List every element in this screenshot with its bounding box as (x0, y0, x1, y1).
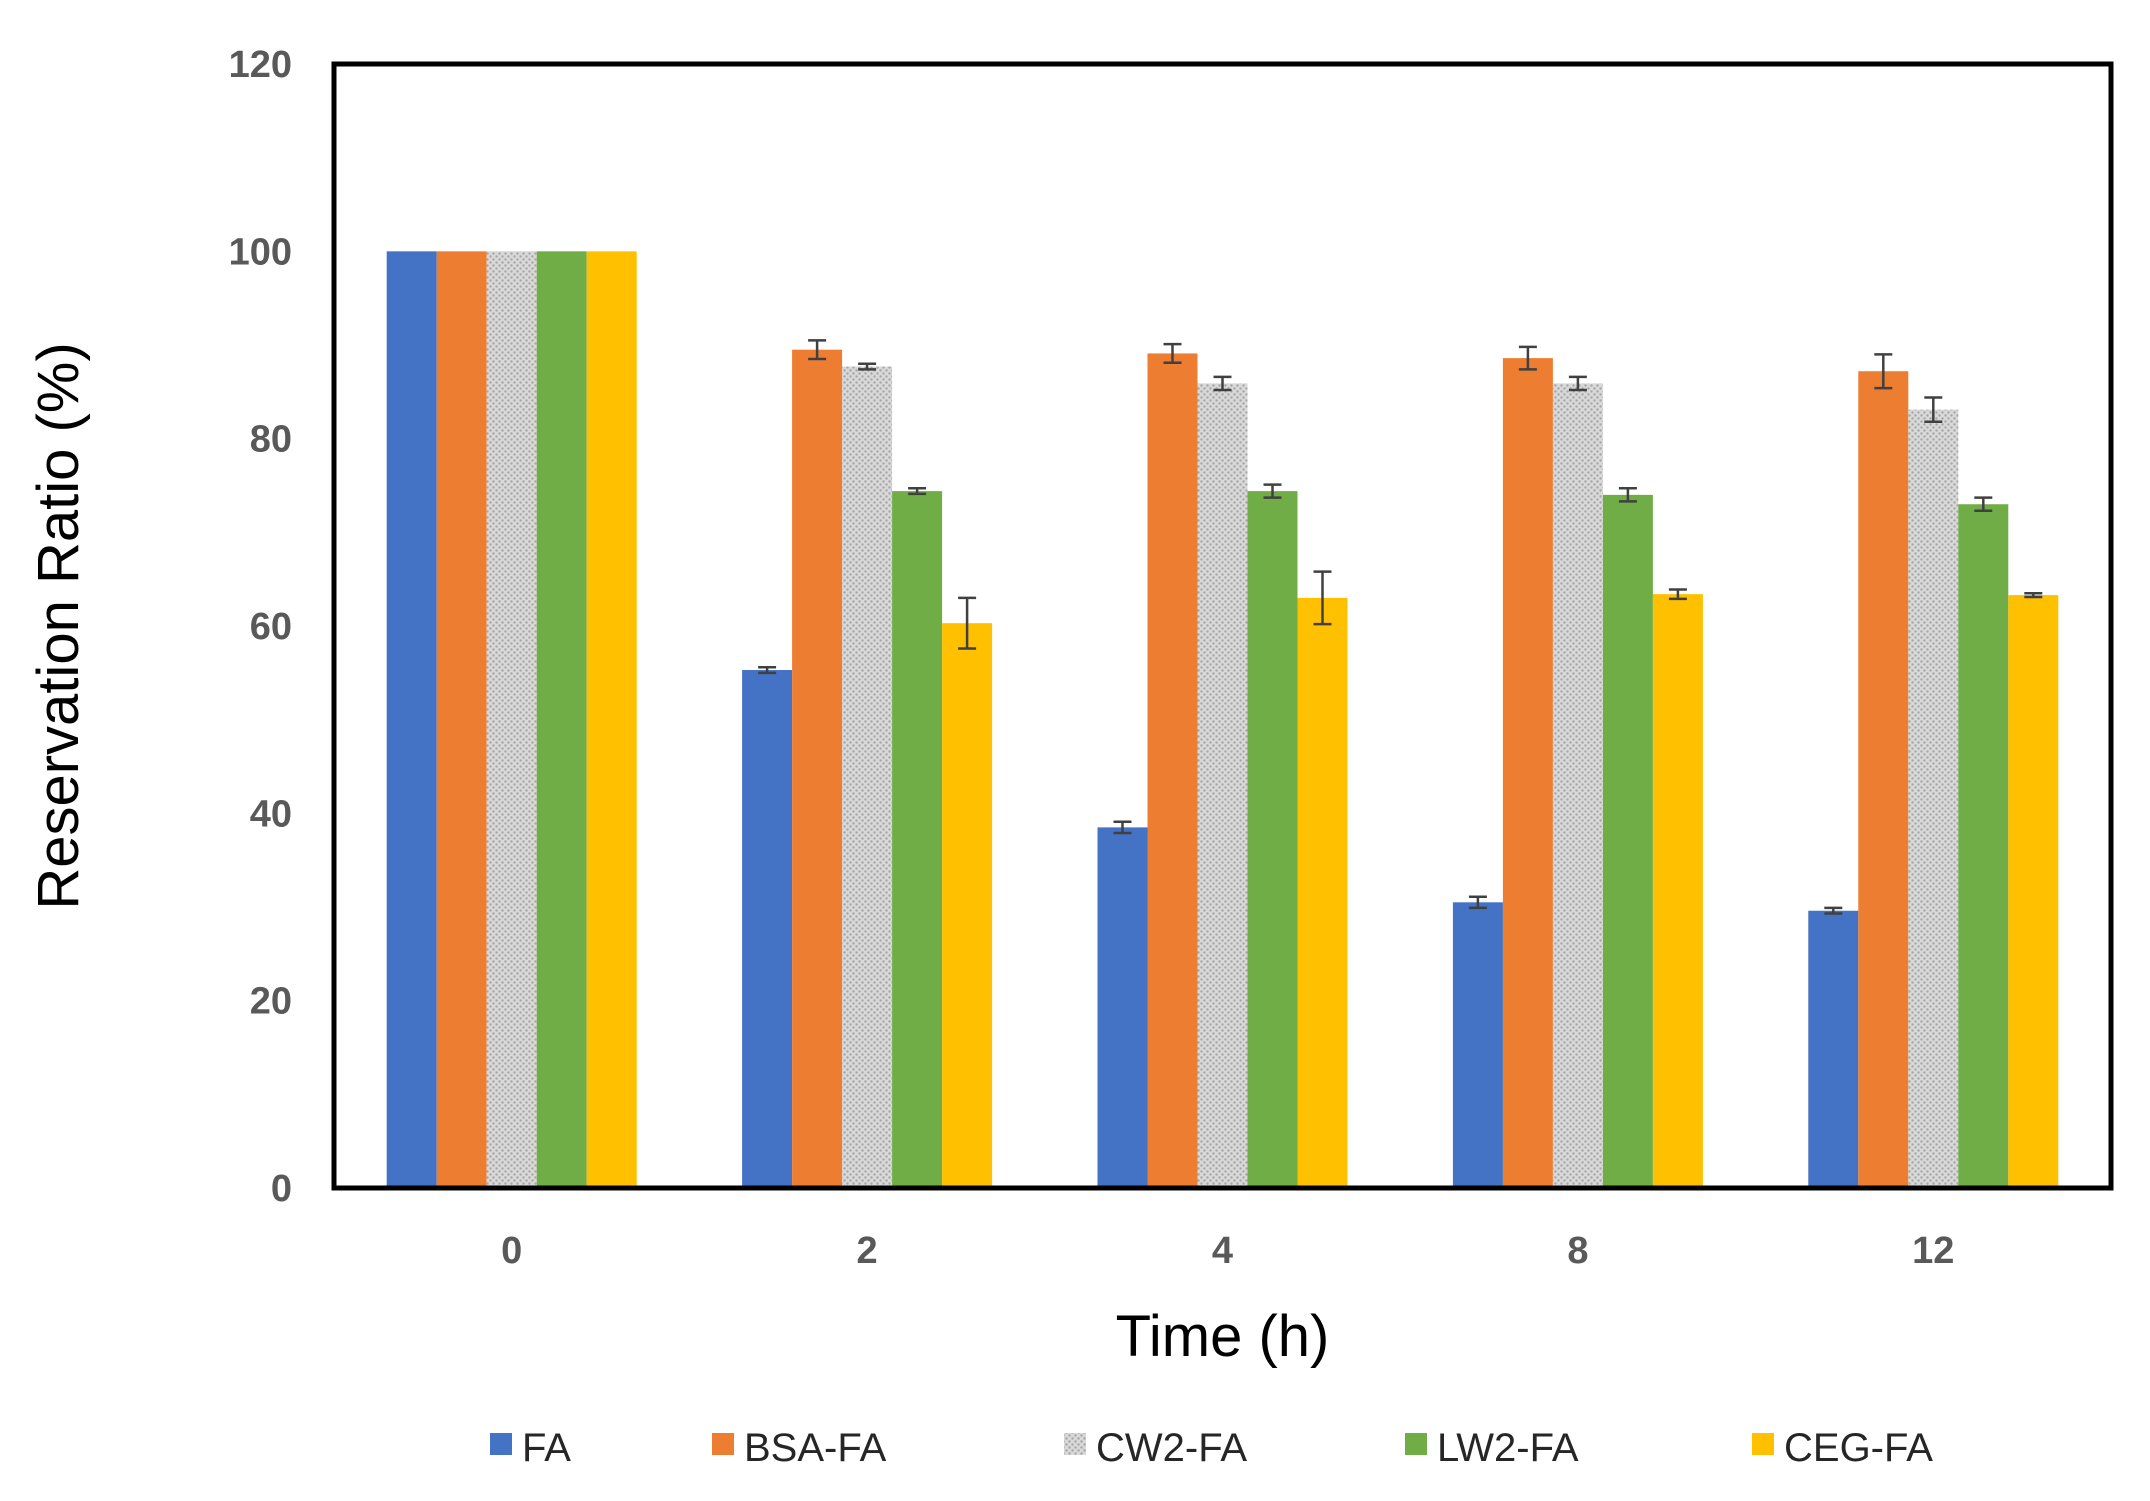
legend: FA BSA-FA CW2-FA LW2-FA CEG-FA (490, 1426, 1933, 1470)
bar (1552, 383, 1603, 1188)
bar (1452, 902, 1503, 1188)
legend-swatch (1064, 1433, 1086, 1455)
y-axis-title: Reservation Ratio (%) (26, 342, 91, 909)
bar (1808, 910, 1859, 1188)
legend-label: FA (522, 1426, 571, 1470)
x-axis-title: Time (h) (1116, 1304, 1330, 1369)
y-tick-label: 20 (250, 981, 292, 1023)
legend-swatch (1752, 1433, 1774, 1455)
legend-label: BSA-FA (744, 1426, 887, 1470)
legend-label: CW2-FA (1096, 1426, 1247, 1470)
bar (386, 251, 437, 1189)
bar (1197, 383, 1248, 1188)
y-tick-label: 60 (250, 606, 292, 648)
x-tick-label: 8 (1567, 1230, 1588, 1272)
bar (536, 251, 587, 1189)
bar (1147, 353, 1198, 1188)
x-tick-label: 2 (857, 1230, 878, 1272)
x-tick-label: 4 (1212, 1230, 1233, 1272)
y-tick-labels: 0 20 40 60 80 100 120 (229, 44, 292, 1210)
bar (1247, 491, 1298, 1188)
bar-group (386, 251, 2059, 1189)
legend-swatch (490, 1433, 512, 1455)
plot-frame (331, 61, 2114, 1191)
y-tick-label: 40 (250, 793, 292, 835)
y-tick-label: 80 (250, 419, 292, 461)
x-tick-label: 12 (1912, 1230, 1954, 1272)
legend-label: LW2-FA (1437, 1426, 1579, 1470)
bar (2008, 595, 2059, 1188)
bar (1502, 358, 1553, 1188)
bar (1858, 371, 1909, 1188)
y-tick-label: 0 (271, 1168, 292, 1210)
bar (1097, 827, 1148, 1188)
bar (586, 251, 637, 1189)
x-tick-labels: 0 2 4 8 12 (501, 1230, 1954, 1272)
bar (1908, 409, 1959, 1188)
x-tick-label: 0 (501, 1230, 522, 1272)
y-tick-label: 120 (229, 44, 292, 86)
bar (1297, 597, 1348, 1188)
y-tick-label: 100 (229, 231, 292, 273)
bar (942, 623, 993, 1188)
bar (436, 251, 487, 1189)
bar (1958, 504, 2009, 1188)
legend-swatch (712, 1433, 734, 1455)
bar (1652, 594, 1703, 1188)
error-bar-group (758, 339, 2043, 915)
bar (1602, 494, 1653, 1188)
legend-label: CEG-FA (1784, 1426, 1933, 1470)
bar (892, 491, 943, 1188)
bar (486, 251, 537, 1189)
bar (742, 670, 793, 1188)
legend-swatch (1405, 1433, 1427, 1455)
bar (792, 349, 843, 1188)
bar (842, 366, 893, 1188)
